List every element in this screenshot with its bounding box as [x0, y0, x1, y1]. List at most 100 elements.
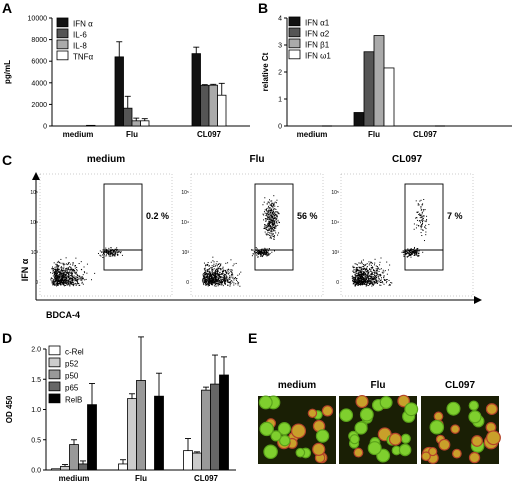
event-dot: [424, 226, 426, 228]
event-dot: [359, 266, 361, 268]
event-dot: [274, 214, 276, 216]
event-dot: [369, 263, 371, 265]
event-dot: [62, 275, 64, 277]
event-dot: [275, 211, 277, 213]
event-dot: [424, 220, 426, 222]
event-dot: [52, 284, 54, 286]
event-dot: [75, 271, 77, 273]
event-dot: [74, 265, 76, 267]
event-dot: [374, 281, 376, 283]
event-dot: [62, 270, 64, 272]
event-dot: [267, 225, 269, 227]
panel-label-d: D: [2, 330, 13, 346]
event-dot: [66, 282, 68, 284]
event-dot: [374, 282, 376, 284]
event-dot: [411, 249, 413, 251]
event-dot: [56, 281, 58, 283]
event-dot: [373, 277, 375, 279]
event-dot: [213, 268, 215, 270]
event-dot: [216, 275, 218, 277]
event-dot: [219, 265, 221, 267]
event-dot: [272, 217, 274, 219]
flow-y-tick: 10⁵: [331, 190, 339, 196]
event-dot: [366, 276, 368, 278]
event-dot: [212, 260, 214, 262]
event-dot: [361, 275, 363, 277]
bar: [201, 389, 211, 471]
event-dot: [230, 259, 232, 261]
event-dot: [379, 264, 381, 266]
event-dot: [363, 264, 365, 266]
event-dot: [65, 281, 67, 283]
event-dot: [64, 275, 66, 277]
event-dot: [67, 283, 69, 285]
event-dot: [272, 206, 274, 208]
event-dot: [52, 279, 54, 281]
event-dot: [100, 255, 102, 257]
event-dot: [269, 253, 271, 255]
event-dot: [370, 261, 372, 263]
event-dot: [71, 273, 73, 275]
event-dot: [377, 272, 379, 274]
event-dot: [370, 277, 372, 279]
event-dot: [418, 214, 420, 216]
event-dot: [375, 273, 377, 275]
event-dot: [385, 279, 387, 281]
event-dot: [271, 228, 273, 230]
event-dot: [414, 253, 416, 255]
event-dot: [355, 271, 357, 273]
event-dot: [255, 247, 257, 249]
event-dot: [69, 281, 71, 283]
event-dot: [363, 281, 365, 283]
event-dot: [213, 279, 215, 281]
event-dot: [271, 223, 273, 225]
event-dot: [209, 273, 211, 275]
event-dot: [217, 270, 219, 272]
event-dot: [235, 278, 237, 280]
event-dot: [382, 272, 384, 274]
event-dot: [371, 274, 373, 276]
flow-y-tick: 10⁴: [30, 220, 38, 226]
event-dot: [423, 209, 425, 211]
event-dot: [359, 277, 361, 279]
event-dot: [409, 252, 411, 254]
event-dot: [204, 273, 206, 275]
event-dot: [231, 272, 233, 274]
event-dot: [218, 277, 220, 279]
event-dot: [78, 263, 80, 265]
event-dot: [64, 271, 66, 273]
event-dot: [359, 272, 361, 274]
event-dot: [415, 217, 417, 219]
cells: [258, 395, 334, 464]
event-dot: [65, 263, 67, 265]
event-dot: [269, 218, 271, 220]
event-dot: [265, 252, 267, 254]
event-dot: [411, 252, 413, 254]
event-dot: [263, 211, 265, 213]
event-dot: [229, 281, 231, 283]
event-dot: [54, 284, 56, 286]
event-dot: [236, 279, 238, 281]
y-tick-label: 1.5: [31, 377, 41, 384]
event-dot: [238, 273, 240, 275]
event-dot: [269, 222, 271, 224]
cell: [263, 444, 278, 460]
event-dot: [224, 283, 226, 285]
event-dot: [78, 276, 80, 278]
event-dot: [368, 273, 370, 275]
event-dot: [74, 267, 76, 269]
event-dot: [57, 279, 59, 281]
event-dot: [267, 223, 269, 225]
event-dot: [271, 235, 273, 237]
event-dot: [227, 278, 229, 280]
event-dot: [222, 276, 224, 278]
event-dot: [420, 228, 422, 230]
event-dot: [264, 248, 266, 250]
legend-swatch: [48, 357, 61, 368]
event-dot: [267, 251, 269, 253]
event-dot: [273, 230, 275, 232]
event-dot: [360, 273, 362, 275]
event-dot: [425, 224, 427, 226]
event-dot: [223, 269, 225, 271]
event-dot: [221, 276, 223, 278]
